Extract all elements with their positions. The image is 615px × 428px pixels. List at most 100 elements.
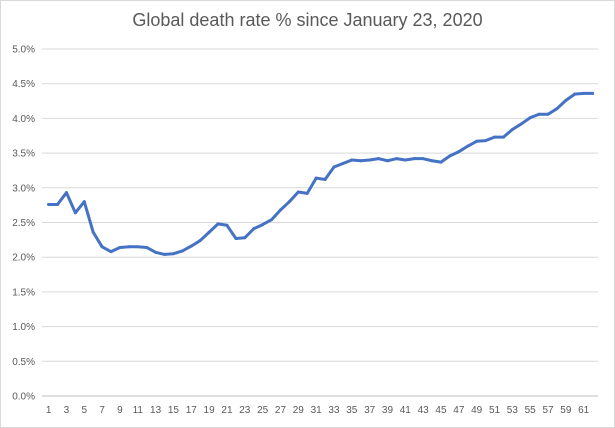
x-tick-label: 57 <box>542 405 554 416</box>
data-point <box>519 122 523 126</box>
data-point <box>332 165 336 169</box>
x-tick-label: 39 <box>382 405 394 416</box>
data-point <box>296 190 300 194</box>
data-point <box>555 107 559 111</box>
y-tick-label: 0.5% <box>12 357 35 368</box>
data-point <box>582 91 586 95</box>
x-tick-label: 11 <box>133 405 144 416</box>
y-tick-label: 3.5% <box>12 149 35 160</box>
x-axis-tick-labels: 1 3 5 7 9 11 13 15 17 19 21 23 25 27 29 31 33 35 37 39 41 43 4… <box>46 405 590 416</box>
y-tick-label: 0.0% <box>12 392 35 403</box>
data-point <box>537 112 541 116</box>
data-point <box>403 158 407 162</box>
y-tick-label: 4.5% <box>12 79 35 90</box>
x-tick-label: 25 <box>257 405 269 416</box>
x-tick-label: 23 <box>239 405 251 416</box>
x-tick-label: 43 <box>418 405 430 416</box>
x-tick-label: 1 <box>46 405 52 416</box>
data-point <box>385 159 389 163</box>
data-point <box>528 116 532 120</box>
x-tick-label: 3 <box>64 405 70 416</box>
x-tick-label: 5 <box>81 405 87 416</box>
x-tick-label: 41 <box>400 405 412 416</box>
x-tick-label: 61 <box>578 405 590 416</box>
data-point <box>377 157 381 161</box>
data-point <box>501 135 505 139</box>
data-point <box>91 230 95 234</box>
data-point <box>100 245 104 249</box>
x-tick-label: 47 <box>453 405 465 416</box>
data-point <box>154 250 158 254</box>
data-point <box>421 157 425 161</box>
data-point <box>56 202 60 206</box>
data-point <box>145 245 149 249</box>
data-point <box>47 202 51 206</box>
data-point <box>109 250 113 254</box>
y-tick-label: 5.0% <box>12 45 35 56</box>
data-point <box>225 223 229 227</box>
y-tick-label: 2.0% <box>12 253 35 264</box>
data-point <box>475 139 479 143</box>
x-tick-label: 19 <box>204 405 216 416</box>
x-tick-label: 15 <box>168 405 180 416</box>
data-point <box>207 230 211 234</box>
x-tick-label: 35 <box>346 405 358 416</box>
data-point <box>198 239 202 243</box>
data-point <box>439 160 443 164</box>
data-point <box>394 157 398 161</box>
data-point <box>493 135 496 139</box>
data-point <box>546 112 550 116</box>
data-point <box>64 191 68 195</box>
x-tick-label: 37 <box>364 405 376 416</box>
data-point <box>163 252 167 256</box>
data-point <box>261 223 265 227</box>
data-point <box>73 211 77 215</box>
data-point <box>287 200 291 204</box>
chart-title: Global death rate % since January 23, 20… <box>132 10 483 30</box>
data-point <box>243 236 247 240</box>
data-point <box>278 208 282 212</box>
data-point <box>350 158 354 162</box>
x-tick-label: 45 <box>435 405 447 416</box>
data-point <box>314 176 318 180</box>
data-point <box>171 252 175 256</box>
data-point <box>573 92 577 96</box>
data-point <box>412 157 416 161</box>
data-point <box>368 158 372 162</box>
data-point <box>484 139 488 143</box>
data-point <box>252 227 256 231</box>
series-line <box>47 91 595 256</box>
x-tick-label: 27 <box>275 405 287 416</box>
data-point <box>180 249 184 253</box>
gridlines <box>42 48 598 397</box>
data-point <box>457 150 461 154</box>
data-point <box>234 236 238 240</box>
x-tick-label: 31 <box>311 405 323 416</box>
x-tick-label: 9 <box>117 405 123 416</box>
series-lines <box>47 91 595 256</box>
x-tick-label: 55 <box>525 405 537 416</box>
y-tick-label: 2.5% <box>12 218 35 229</box>
data-point <box>323 177 327 181</box>
x-tick-label: 59 <box>560 405 572 416</box>
data-point <box>127 245 131 249</box>
y-tick-label: 1.0% <box>12 322 35 333</box>
data-point <box>359 159 363 163</box>
x-tick-label: 53 <box>507 405 519 416</box>
x-tick-label: 29 <box>293 405 305 416</box>
data-point <box>82 200 86 204</box>
data-point <box>189 244 193 248</box>
data-point <box>341 162 345 166</box>
y-axis-tick-labels: 0.0% 0.5% 1.0% 1.5% 2.0% 2.5% 3.0% 3.5% 4.0% 4.5%… <box>12 45 35 403</box>
x-tick-label: 7 <box>99 405 105 416</box>
x-tick-label: 13 <box>150 405 162 416</box>
data-point <box>466 144 470 148</box>
y-tick-label: 4.0% <box>12 114 35 125</box>
data-points <box>47 91 595 256</box>
x-tick-label: 51 <box>489 405 501 416</box>
data-point <box>430 159 434 163</box>
data-point <box>510 128 514 131</box>
x-tick-label: 17 <box>186 405 198 416</box>
y-tick-label: 1.5% <box>12 287 35 298</box>
